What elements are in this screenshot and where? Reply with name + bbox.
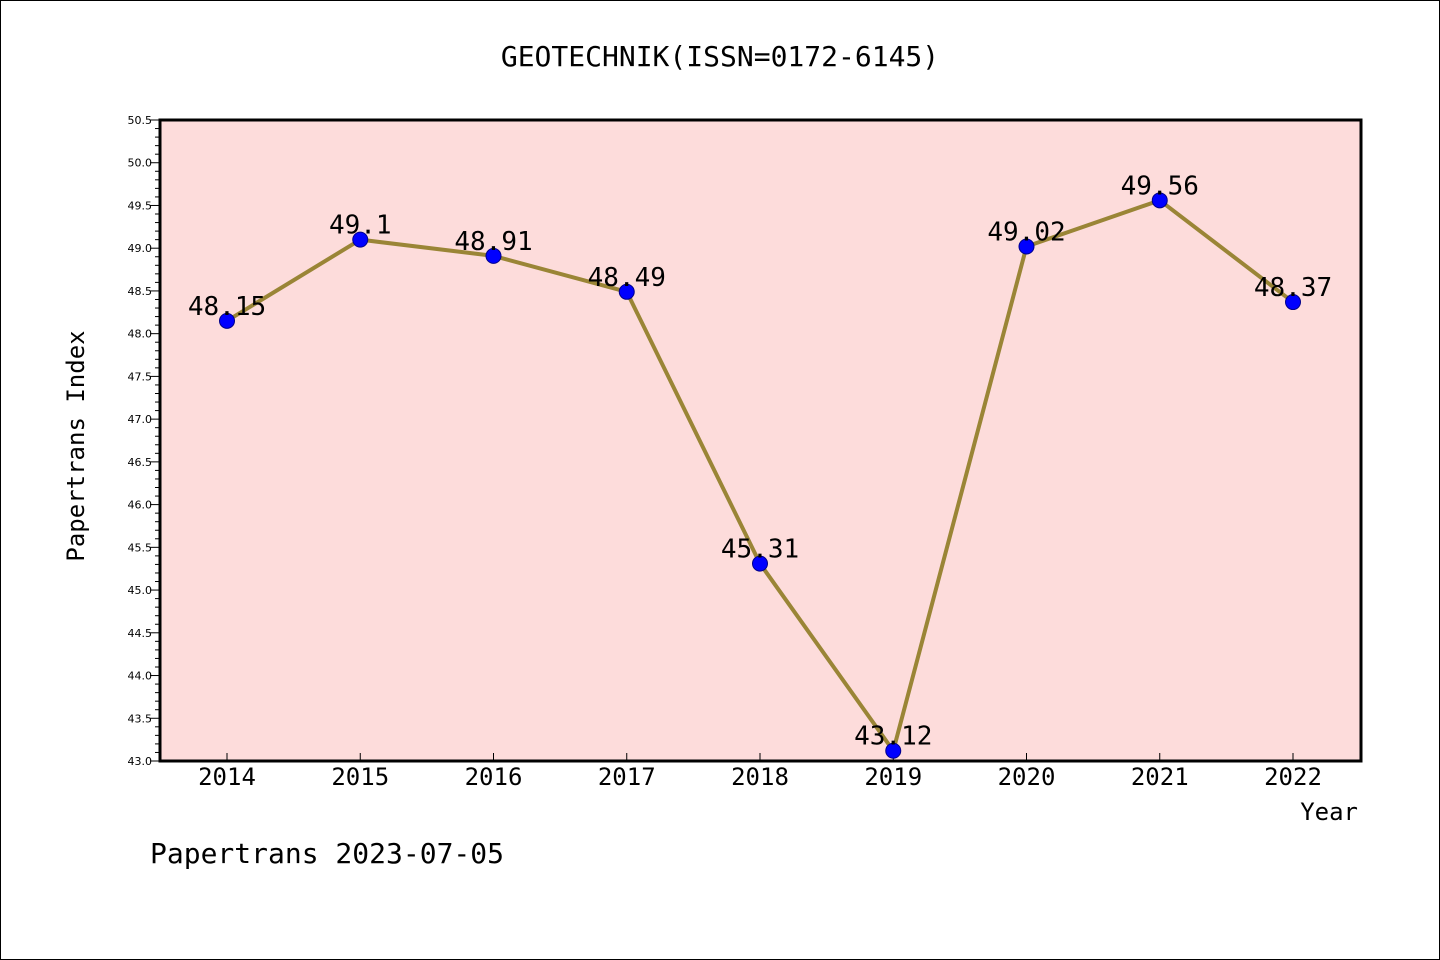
data-point [485,247,502,264]
x-tick-label: 2021 [1131,763,1189,791]
x-tick-label: 2019 [864,763,922,791]
y-tick-label: 45.0 [128,584,153,597]
data-point [1151,192,1168,209]
plot-area [158,118,1363,763]
x-tick-label: 2014 [198,763,256,791]
x-tick-label: 2015 [331,763,389,791]
data-label: 49.1 [329,211,392,241]
footer-credit: Papertrans 2023-07-05 [150,837,504,870]
y-axis-label: Papertrans Index [62,330,90,561]
x-tick-label: 2016 [465,763,523,791]
data-labels-group: 48.15 49.1 48.91 48.49 45.31 43.12 49.02 49.56 4… [188,171,1332,751]
y-tick-label: 50.0 [128,157,153,170]
y-tick-label: 43.0 [128,755,153,768]
y-tick-label: 48.0 [128,328,153,341]
x-tick-label: 2018 [731,763,789,791]
data-point [219,312,235,329]
data-point [618,283,635,300]
y-tick-label: 47.0 [128,413,153,426]
data-label: 48.37 [1254,273,1332,303]
data-label: 49.02 [987,217,1065,247]
data-point [1285,294,1301,311]
data-label: 43.12 [854,722,932,752]
data-point [1018,238,1035,255]
data-label: 48.15 [188,292,266,322]
data-label: 49.56 [1121,171,1199,201]
data-point [352,231,369,248]
y-tick-label: 47.5 [128,370,153,383]
data-label: 48.49 [588,263,666,293]
x-axis-label: Year [1300,798,1358,826]
y-tick-label: 49.0 [128,242,153,255]
y-tick-label: 44.5 [128,627,153,640]
y-tick-label: 46.5 [128,456,153,469]
x-tick-label: 2017 [598,763,656,791]
y-tick-label: 48.5 [128,285,153,298]
x-axis-ticks: 2014 2015 2016 2017 2018 2019 2020 2021 2022 [198,753,1322,791]
chart-title: GEOTECHNIK(ISSN=0172-6145) [501,40,939,73]
data-label: 48.91 [454,227,532,257]
y-tick-label: 50.5 [128,114,153,127]
y-tick-label: 49.5 [128,199,153,212]
data-point [752,555,768,572]
series-group [219,192,1301,759]
y-tick-label: 46.0 [128,499,153,512]
y-tick-label: 45.5 [128,541,153,554]
y-axis-ticks: 43.0 43.5 44.0 44.5 45.0 45.5 46.0 46.5 47.0 47.5… [128,114,160,768]
data-label: 45.31 [721,535,799,565]
y-tick-label: 44.0 [128,670,153,683]
data-point [885,742,902,759]
x-tick-label: 2022 [1264,763,1322,791]
x-tick-label: 2020 [998,763,1056,791]
y-tick-label: 43.5 [128,712,153,725]
